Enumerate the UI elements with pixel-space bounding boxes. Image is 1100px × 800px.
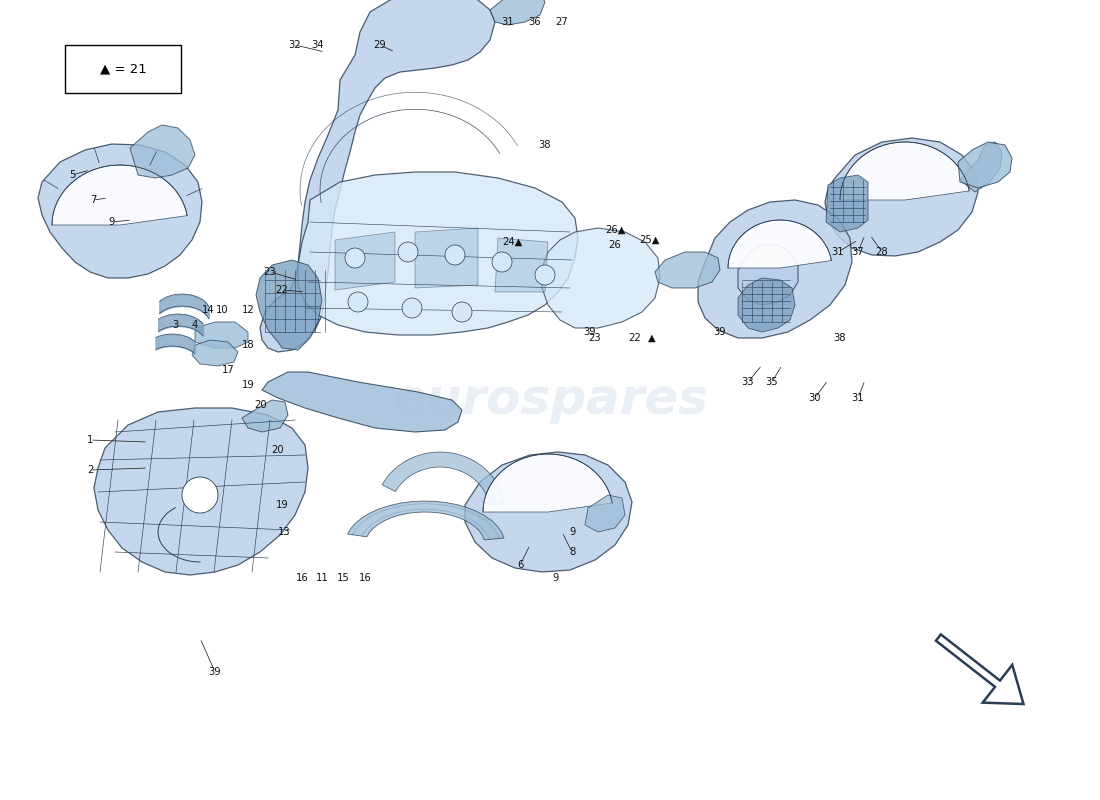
Polygon shape xyxy=(698,200,852,338)
Text: 7: 7 xyxy=(90,195,96,205)
Text: 39: 39 xyxy=(584,327,596,337)
Polygon shape xyxy=(192,340,238,366)
Text: 23: 23 xyxy=(264,267,276,277)
Polygon shape xyxy=(39,144,202,278)
Text: 38: 38 xyxy=(539,140,551,150)
Text: 30: 30 xyxy=(808,393,822,403)
Text: 26: 26 xyxy=(608,240,622,250)
Text: 39: 39 xyxy=(209,667,221,677)
Text: 31: 31 xyxy=(502,17,515,27)
Polygon shape xyxy=(826,175,868,232)
Polygon shape xyxy=(960,142,1002,192)
Text: 31: 31 xyxy=(851,393,865,403)
Text: ▲: ▲ xyxy=(648,333,656,343)
Polygon shape xyxy=(738,278,795,332)
Text: 26▲: 26▲ xyxy=(605,225,625,235)
Text: 25▲: 25▲ xyxy=(640,235,660,245)
Text: 19: 19 xyxy=(242,380,254,390)
Polygon shape xyxy=(94,408,308,575)
Circle shape xyxy=(182,477,218,513)
Text: 38: 38 xyxy=(834,333,846,343)
Polygon shape xyxy=(262,372,462,432)
Polygon shape xyxy=(382,452,504,505)
Polygon shape xyxy=(958,142,1012,188)
Text: 36: 36 xyxy=(529,17,541,27)
Text: 22: 22 xyxy=(628,333,641,343)
Text: 20: 20 xyxy=(255,400,267,410)
Circle shape xyxy=(452,302,472,322)
Circle shape xyxy=(535,265,556,285)
Text: 9: 9 xyxy=(109,217,116,227)
Polygon shape xyxy=(52,165,187,225)
Polygon shape xyxy=(298,172,578,335)
Text: 9: 9 xyxy=(553,573,559,583)
Polygon shape xyxy=(585,495,625,532)
Polygon shape xyxy=(490,0,544,25)
Text: 34: 34 xyxy=(311,40,324,50)
Text: 3: 3 xyxy=(172,320,178,330)
Polygon shape xyxy=(336,232,395,290)
Polygon shape xyxy=(840,142,969,200)
Text: 15: 15 xyxy=(337,573,350,583)
Polygon shape xyxy=(242,400,288,432)
Polygon shape xyxy=(728,220,832,268)
Polygon shape xyxy=(542,228,660,328)
Text: ▲ = 21: ▲ = 21 xyxy=(100,62,146,75)
Text: 18: 18 xyxy=(242,340,254,350)
Text: 10: 10 xyxy=(216,305,229,315)
Text: 29: 29 xyxy=(374,40,386,50)
Circle shape xyxy=(492,252,512,272)
Text: 12: 12 xyxy=(242,305,254,315)
Text: eurospares: eurospares xyxy=(392,376,708,424)
Circle shape xyxy=(345,248,365,268)
Circle shape xyxy=(398,242,418,262)
Polygon shape xyxy=(465,452,632,572)
Polygon shape xyxy=(260,0,495,352)
Text: 13: 13 xyxy=(277,527,290,537)
Text: 6: 6 xyxy=(517,560,524,570)
Text: 20: 20 xyxy=(272,445,284,455)
Text: 24▲: 24▲ xyxy=(502,237,522,247)
Polygon shape xyxy=(415,228,478,288)
Polygon shape xyxy=(936,634,1023,704)
Text: 14: 14 xyxy=(201,305,214,315)
Circle shape xyxy=(402,298,422,318)
Text: 31: 31 xyxy=(832,247,845,257)
Text: 35: 35 xyxy=(766,377,779,387)
FancyBboxPatch shape xyxy=(65,45,182,93)
Text: 19: 19 xyxy=(276,500,288,510)
Text: 9: 9 xyxy=(570,527,576,537)
Text: 37: 37 xyxy=(851,247,865,257)
Text: 39: 39 xyxy=(714,327,726,337)
Polygon shape xyxy=(130,125,195,178)
Circle shape xyxy=(348,292,369,312)
Polygon shape xyxy=(654,252,720,288)
Text: 27: 27 xyxy=(556,17,569,27)
Polygon shape xyxy=(495,238,548,292)
Text: 2: 2 xyxy=(87,465,94,475)
Text: 4: 4 xyxy=(191,320,198,330)
Text: 1: 1 xyxy=(87,435,94,445)
Polygon shape xyxy=(738,245,798,305)
Polygon shape xyxy=(195,322,248,348)
Text: 23: 23 xyxy=(588,333,602,343)
Text: 11: 11 xyxy=(316,573,329,583)
Text: 22: 22 xyxy=(276,285,288,295)
Text: 28: 28 xyxy=(876,247,889,257)
Text: 16: 16 xyxy=(296,573,308,583)
Text: 8: 8 xyxy=(569,547,575,557)
Text: 17: 17 xyxy=(221,365,234,375)
Text: 33: 33 xyxy=(741,377,755,387)
Text: 5: 5 xyxy=(69,170,75,180)
Polygon shape xyxy=(483,454,613,512)
Polygon shape xyxy=(825,138,978,256)
Circle shape xyxy=(446,245,465,265)
Polygon shape xyxy=(348,501,504,540)
Text: 32: 32 xyxy=(288,40,301,50)
Polygon shape xyxy=(256,260,322,350)
Text: 16: 16 xyxy=(359,573,372,583)
